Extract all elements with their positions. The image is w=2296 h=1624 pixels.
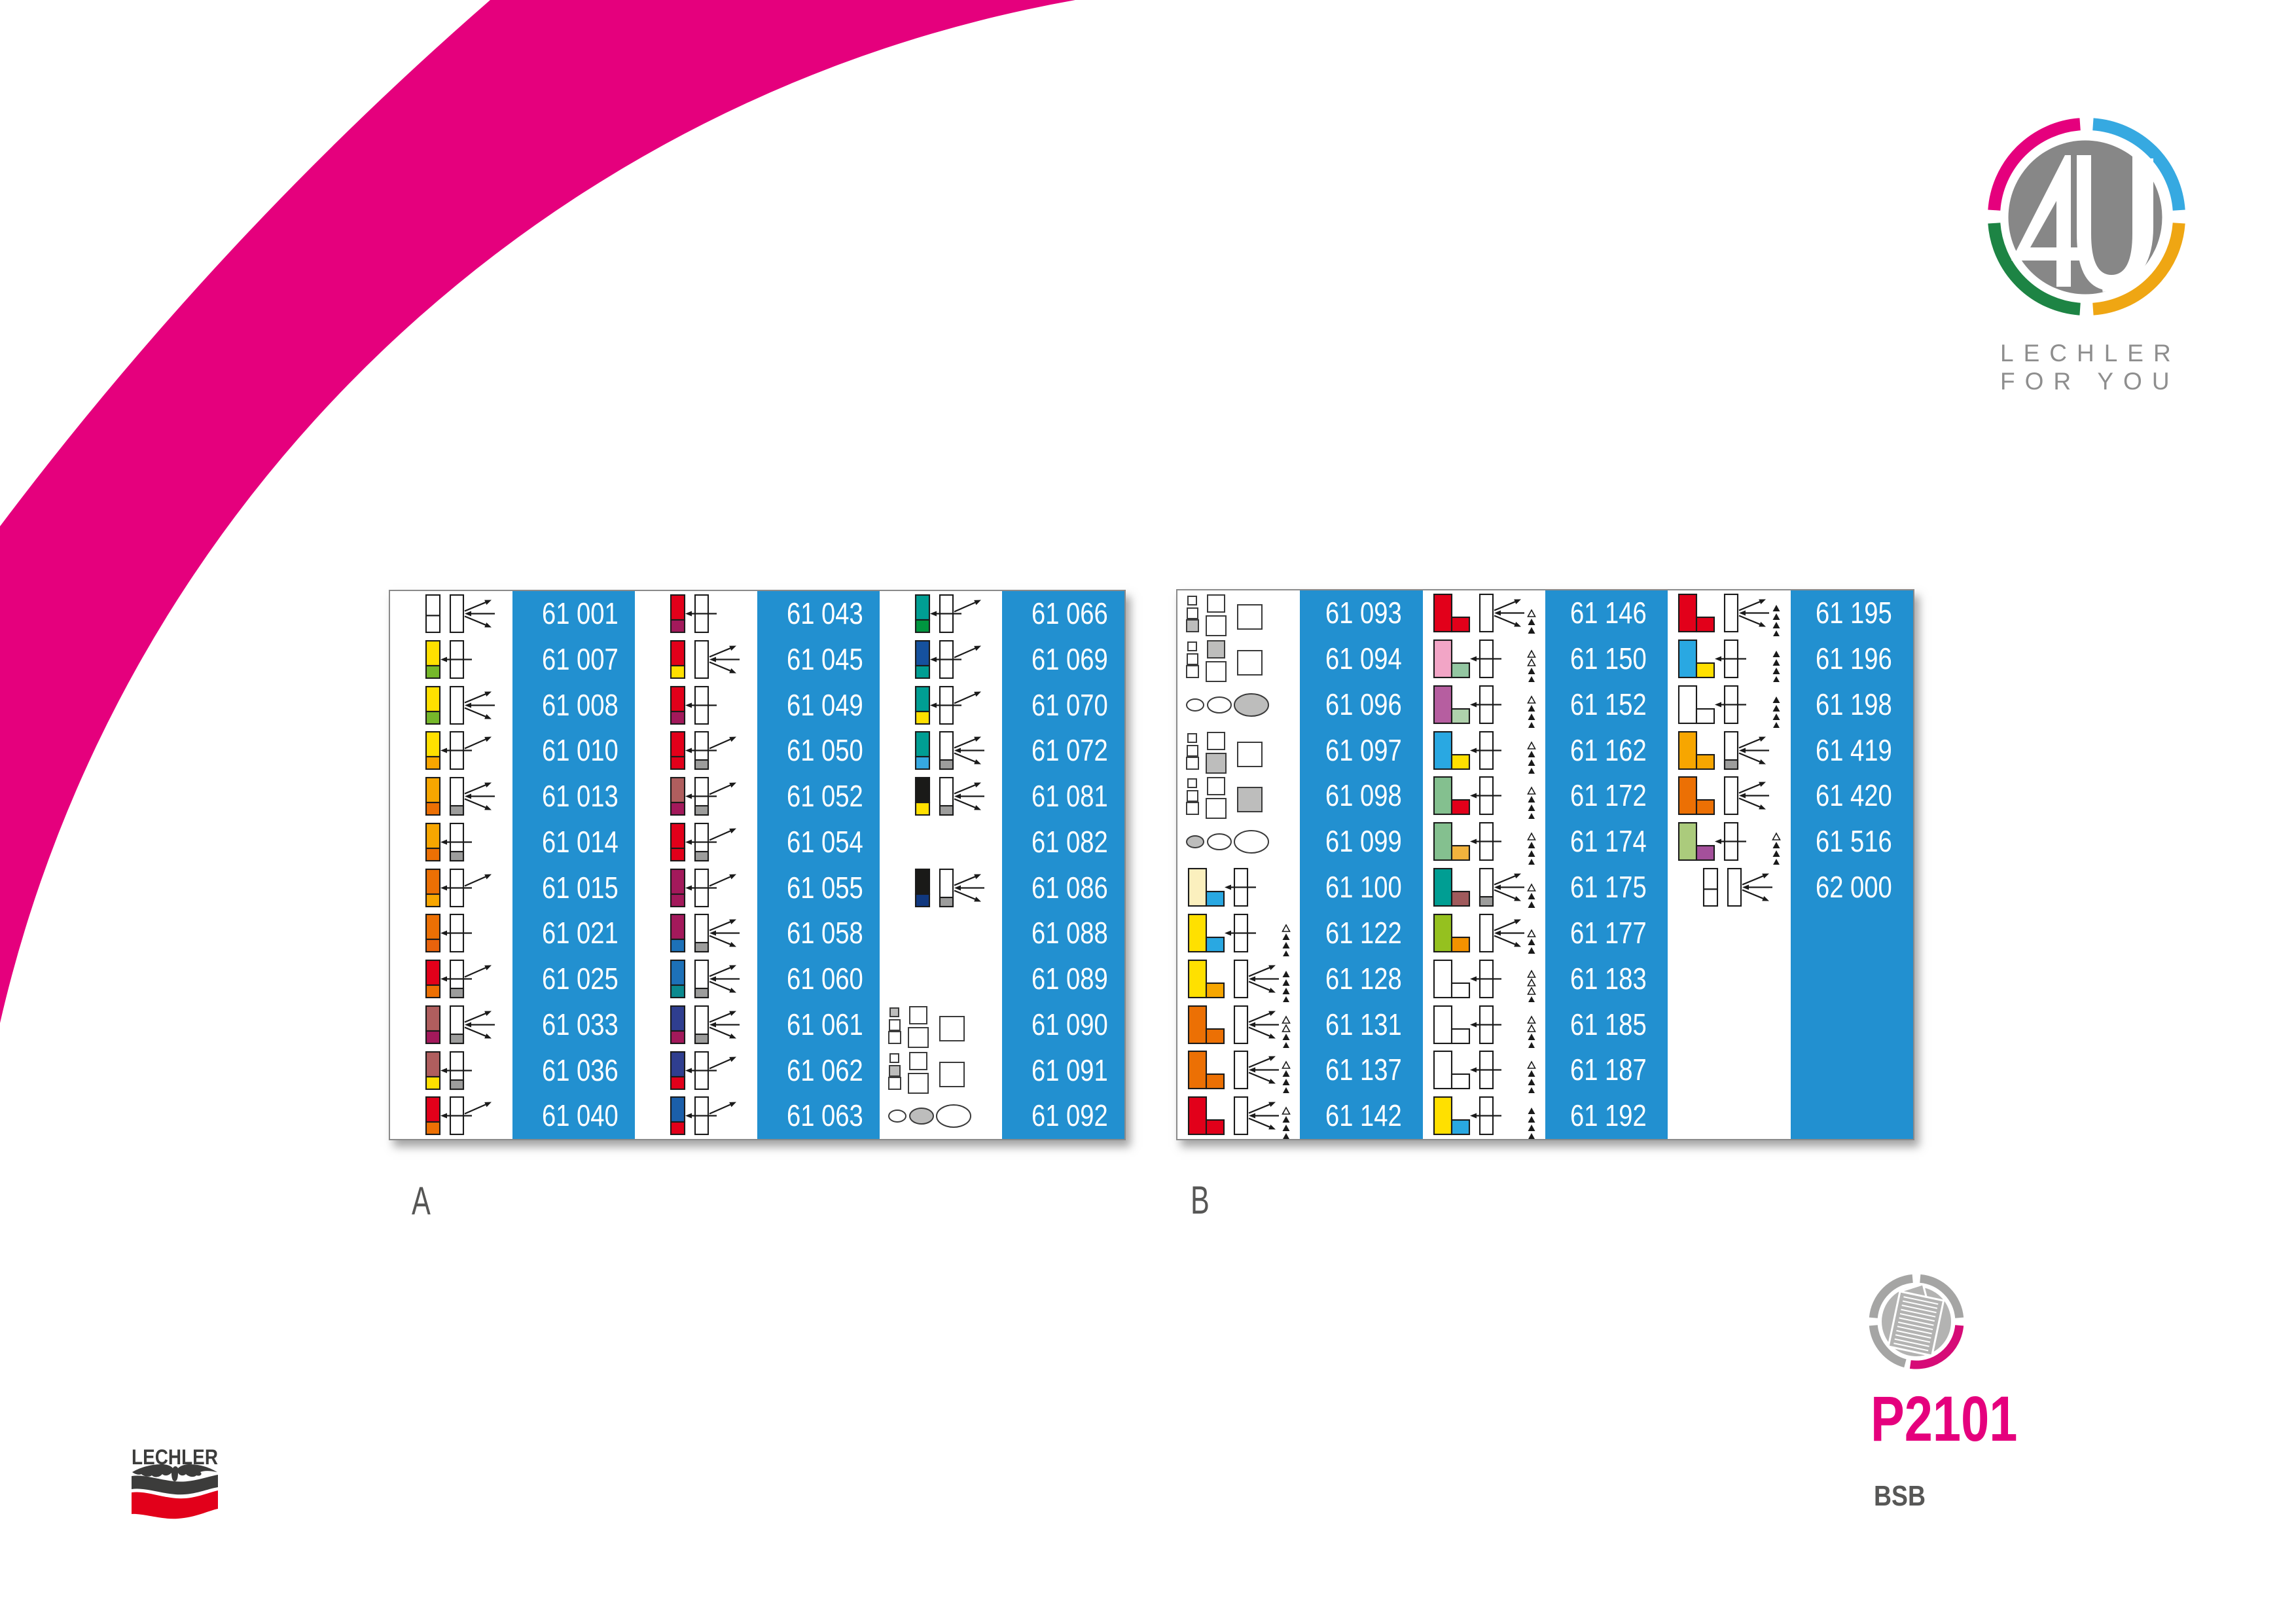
svg-text:LECHLER: LECHLER xyxy=(132,1445,218,1469)
